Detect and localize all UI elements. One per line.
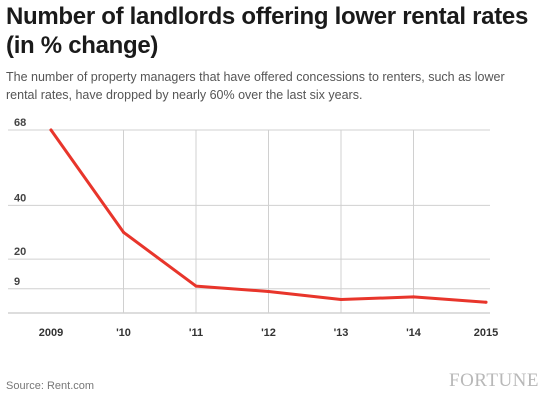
x-tick-label: 2009 bbox=[39, 327, 63, 339]
x-tick-label: '14 bbox=[406, 327, 422, 339]
data-point bbox=[484, 300, 488, 304]
chart-subtitle: The number of property managers that hav… bbox=[6, 70, 505, 102]
data-point bbox=[267, 289, 270, 293]
y-tick-label: 68 bbox=[14, 117, 26, 129]
x-tick-label: '12 bbox=[261, 327, 276, 339]
series-group bbox=[49, 128, 488, 304]
x-tick-label: '11 bbox=[189, 327, 203, 339]
publisher-logo: FORTUNE bbox=[449, 370, 539, 391]
data-point bbox=[412, 295, 415, 299]
y-tick-labels: 68 40 20 9 bbox=[14, 117, 26, 288]
x-tick-label: 2015 bbox=[474, 327, 498, 339]
data-point bbox=[122, 230, 125, 234]
data-point bbox=[194, 284, 198, 288]
y-tick-label: 40 bbox=[14, 192, 26, 204]
x-tick-label: '10 bbox=[116, 327, 131, 339]
y-tick-label: 9 bbox=[14, 276, 20, 288]
y-tick-label: 20 bbox=[14, 246, 26, 258]
x-tick-label: '13 bbox=[334, 327, 349, 339]
x-tick-labels: 2009 '10 '11 '12 '13 '14 2015 bbox=[39, 327, 498, 339]
source-note: Source: Rent.com bbox=[6, 380, 95, 392]
grid-lines bbox=[8, 129, 490, 314]
data-point bbox=[49, 128, 53, 132]
data-point bbox=[339, 298, 343, 302]
chart-title: Number of landlords offering lower renta… bbox=[6, 3, 528, 59]
